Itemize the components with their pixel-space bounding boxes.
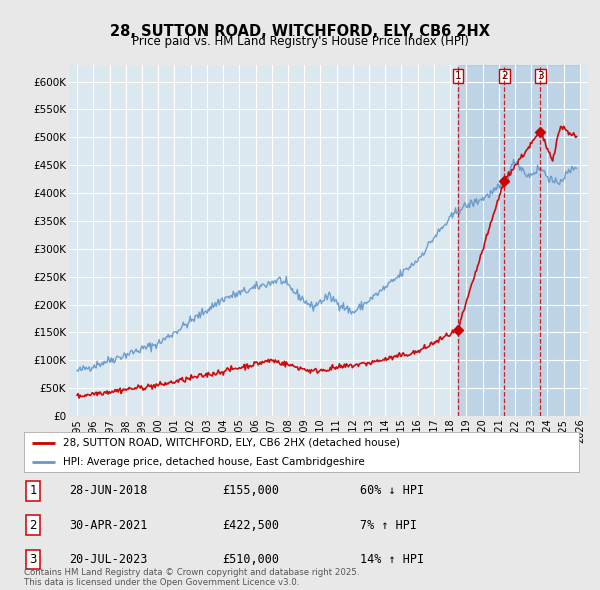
Text: 28, SUTTON ROAD, WITCHFORD, ELY, CB6 2HX: 28, SUTTON ROAD, WITCHFORD, ELY, CB6 2HX [110, 24, 490, 38]
Text: 1: 1 [455, 71, 461, 81]
Text: 28, SUTTON ROAD, WITCHFORD, ELY, CB6 2HX (detached house): 28, SUTTON ROAD, WITCHFORD, ELY, CB6 2HX… [63, 438, 400, 448]
Text: 7% ↑ HPI: 7% ↑ HPI [360, 519, 417, 532]
Text: £510,000: £510,000 [222, 553, 279, 566]
Text: 60% ↓ HPI: 60% ↓ HPI [360, 484, 424, 497]
Text: 14% ↑ HPI: 14% ↑ HPI [360, 553, 424, 566]
Text: 2: 2 [29, 519, 37, 532]
Text: Price paid vs. HM Land Registry's House Price Index (HPI): Price paid vs. HM Land Registry's House … [131, 35, 469, 48]
Text: £155,000: £155,000 [222, 484, 279, 497]
Text: 1: 1 [29, 484, 37, 497]
Text: 28-JUN-2018: 28-JUN-2018 [69, 484, 148, 497]
Text: 30-APR-2021: 30-APR-2021 [69, 519, 148, 532]
Bar [458, 65, 580, 416]
Text: 2: 2 [501, 71, 508, 81]
Text: Contains HM Land Registry data © Crown copyright and database right 2025.
This d: Contains HM Land Registry data © Crown c… [24, 568, 359, 587]
Text: £422,500: £422,500 [222, 519, 279, 532]
Text: 20-JUL-2023: 20-JUL-2023 [69, 553, 148, 566]
Text: 3: 3 [537, 71, 544, 81]
Text: HPI: Average price, detached house, East Cambridgeshire: HPI: Average price, detached house, East… [63, 457, 365, 467]
Text: 3: 3 [29, 553, 37, 566]
